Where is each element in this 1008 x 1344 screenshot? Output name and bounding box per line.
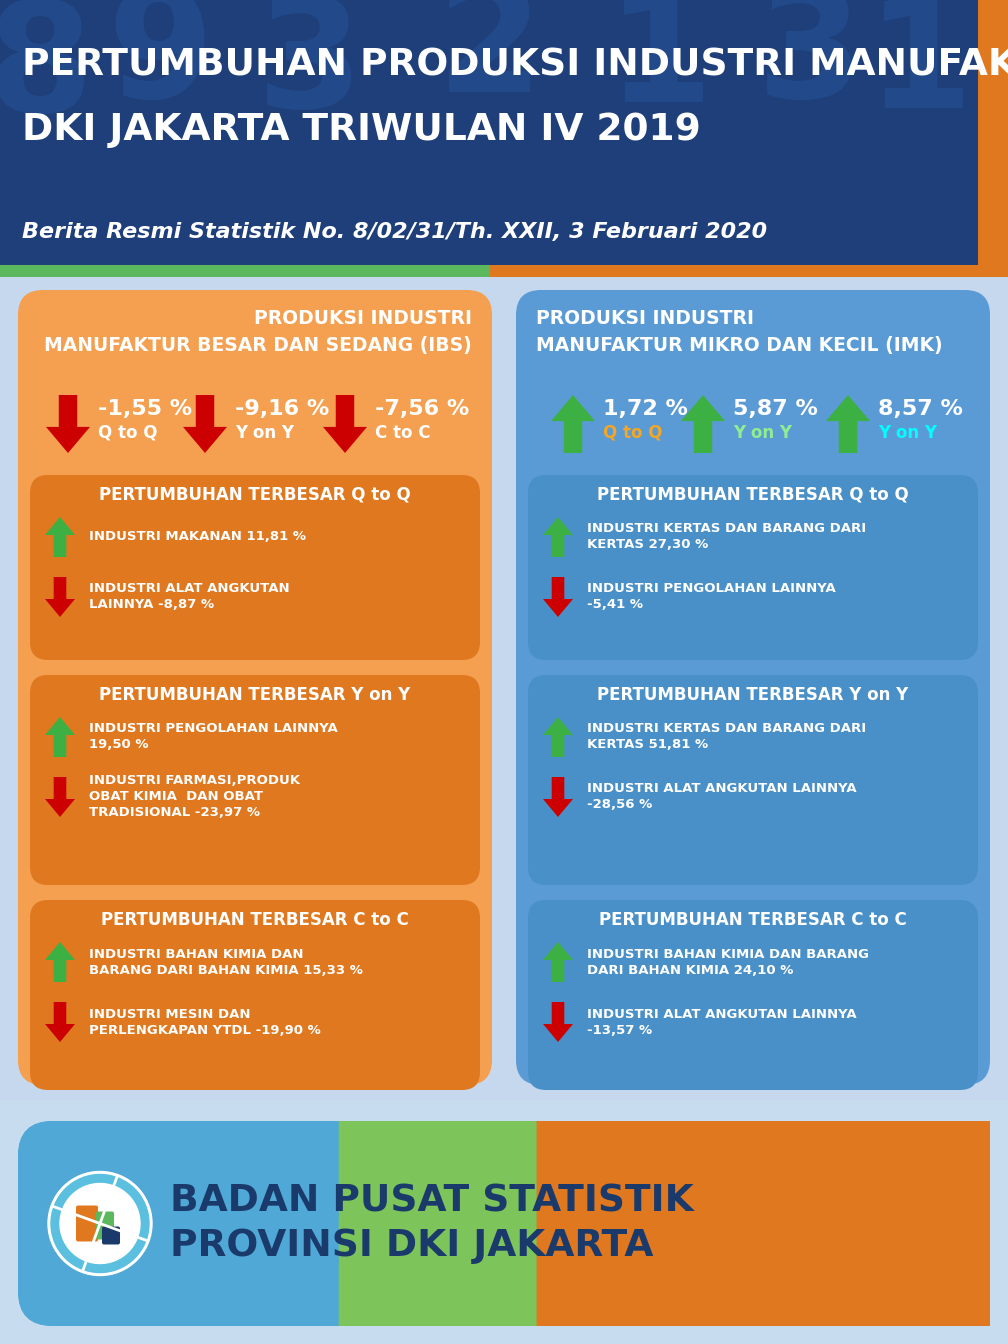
Text: INDUSTRI MESIN DAN
PERLENGKAPAN YTDL -19,90 %: INDUSTRI MESIN DAN PERLENGKAPAN YTDL -19… [89, 1008, 321, 1036]
Text: DKI JAKARTA TRIWULAN IV 2019: DKI JAKARTA TRIWULAN IV 2019 [22, 112, 701, 148]
Polygon shape [323, 395, 367, 453]
Polygon shape [681, 395, 725, 453]
FancyBboxPatch shape [516, 290, 990, 1085]
Text: -7,56 %: -7,56 % [375, 399, 470, 419]
FancyBboxPatch shape [18, 1121, 218, 1327]
Text: INDUSTRI MAKANAN 11,81 %: INDUSTRI MAKANAN 11,81 % [89, 531, 306, 543]
Text: PRODUKSI INDUSTRI
MANUFAKTUR BESAR DAN SEDANG (IBS): PRODUKSI INDUSTRI MANUFAKTUR BESAR DAN S… [44, 309, 472, 355]
Text: Q to Q: Q to Q [98, 423, 157, 442]
Text: PERTUMBUHAN TERBESAR Y on Y: PERTUMBUHAN TERBESAR Y on Y [100, 685, 410, 704]
Polygon shape [45, 716, 75, 757]
Text: PERTUMBUHAN TERBESAR C to C: PERTUMBUHAN TERBESAR C to C [599, 911, 907, 929]
Text: 8,57 %: 8,57 % [878, 399, 963, 419]
FancyBboxPatch shape [76, 1206, 98, 1242]
Polygon shape [543, 1003, 573, 1042]
Text: -1,55 %: -1,55 % [98, 399, 193, 419]
Text: INDUSTRI PENGOLAHAN LAINNYA
19,50 %: INDUSTRI PENGOLAHAN LAINNYA 19,50 % [89, 723, 338, 751]
Text: INDUSTRI ALAT ANGKUTAN
LAINNYA -8,87 %: INDUSTRI ALAT ANGKUTAN LAINNYA -8,87 % [89, 582, 289, 612]
Text: INDUSTRI KERTAS DAN BARANG DARI
KERTAS 51,81 %: INDUSTRI KERTAS DAN BARANG DARI KERTAS 5… [587, 723, 866, 751]
Text: 8: 8 [0, 0, 93, 145]
Polygon shape [826, 395, 870, 453]
Text: 2: 2 [436, 0, 543, 125]
Text: C to C: C to C [375, 423, 430, 442]
Text: INDUSTRI FARMASI,PRODUK
OBAT KIMIA  DAN OBAT
TRADISIONAL -23,97 %: INDUSTRI FARMASI,PRODUK OBAT KIMIA DAN O… [89, 774, 300, 820]
Text: PERTUMBUHAN TERBESAR Y on Y: PERTUMBUHAN TERBESAR Y on Y [598, 685, 908, 704]
FancyBboxPatch shape [0, 0, 1008, 195]
FancyBboxPatch shape [528, 675, 978, 884]
FancyBboxPatch shape [978, 195, 1008, 265]
FancyBboxPatch shape [528, 474, 978, 660]
Circle shape [48, 1172, 152, 1275]
Polygon shape [45, 777, 75, 817]
Text: PERTUMBUHAN PRODUKSI INDUSTRI MANUFAKTUR: PERTUMBUHAN PRODUKSI INDUSTRI MANUFAKTUR [22, 47, 1008, 83]
Polygon shape [543, 517, 573, 556]
Text: 1: 1 [867, 0, 973, 140]
FancyBboxPatch shape [536, 1121, 990, 1327]
Text: INDUSTRI PENGOLAHAN LAINNYA
-5,41 %: INDUSTRI PENGOLAHAN LAINNYA -5,41 % [587, 582, 836, 612]
Text: Y on Y: Y on Y [235, 423, 294, 442]
Polygon shape [183, 395, 227, 453]
Text: INDUSTRI KERTAS DAN BARANG DARI
KERTAS 27,30 %: INDUSTRI KERTAS DAN BARANG DARI KERTAS 2… [587, 523, 866, 551]
Text: Y on Y: Y on Y [733, 423, 792, 442]
FancyBboxPatch shape [30, 474, 480, 660]
FancyBboxPatch shape [0, 277, 1008, 1099]
Text: PROVINSI DKI JAKARTA: PROVINSI DKI JAKARTA [170, 1227, 653, 1263]
FancyBboxPatch shape [978, 0, 1008, 195]
Text: PERTUMBUHAN TERBESAR C to C: PERTUMBUHAN TERBESAR C to C [101, 911, 409, 929]
Polygon shape [46, 395, 90, 453]
Text: INDUSTRI ALAT ANGKUTAN LAINNYA
-13,57 %: INDUSTRI ALAT ANGKUTAN LAINNYA -13,57 % [587, 1008, 857, 1036]
FancyBboxPatch shape [339, 1121, 739, 1327]
FancyBboxPatch shape [920, 1121, 990, 1327]
Text: 9: 9 [107, 0, 213, 129]
Text: Q to Q: Q to Q [603, 423, 662, 442]
Text: INDUSTRI BAHAN KIMIA DAN BARANG
DARI BAHAN KIMIA 24,10 %: INDUSTRI BAHAN KIMIA DAN BARANG DARI BAH… [587, 948, 869, 977]
Polygon shape [543, 777, 573, 817]
Text: INDUSTRI BAHAN KIMIA DAN
BARANG DARI BAHAN KIMIA 15,33 %: INDUSTRI BAHAN KIMIA DAN BARANG DARI BAH… [89, 948, 363, 977]
Text: 5,87 %: 5,87 % [733, 399, 817, 419]
Text: PRODUKSI INDUSTRI
MANUFAKTUR MIKRO DAN KECIL (IMK): PRODUKSI INDUSTRI MANUFAKTUR MIKRO DAN K… [536, 309, 942, 355]
Text: PERTUMBUHAN TERBESAR Q to Q: PERTUMBUHAN TERBESAR Q to Q [597, 487, 909, 504]
Polygon shape [45, 1003, 75, 1042]
Text: INDUSTRI ALAT ANGKUTAN LAINNYA
-28,56 %: INDUSTRI ALAT ANGKUTAN LAINNYA -28,56 % [587, 782, 857, 812]
Text: 1: 1 [607, 0, 713, 134]
FancyBboxPatch shape [30, 675, 480, 884]
Polygon shape [543, 577, 573, 617]
Circle shape [60, 1184, 140, 1263]
Text: 3: 3 [757, 0, 863, 129]
Text: PERTUMBUHAN TERBESAR Q to Q: PERTUMBUHAN TERBESAR Q to Q [99, 487, 411, 504]
FancyBboxPatch shape [18, 1121, 990, 1327]
Polygon shape [45, 517, 75, 556]
Text: Berita Resmi Statistik No. 8/02/31/Th. XXII, 3 Februari 2020: Berita Resmi Statistik No. 8/02/31/Th. X… [22, 222, 767, 242]
Polygon shape [45, 577, 75, 617]
Text: -9,16 %: -9,16 % [235, 399, 330, 419]
FancyBboxPatch shape [490, 265, 1008, 277]
FancyBboxPatch shape [528, 900, 978, 1090]
FancyBboxPatch shape [102, 1227, 120, 1245]
FancyBboxPatch shape [0, 195, 978, 265]
Text: Y on Y: Y on Y [878, 423, 937, 442]
Polygon shape [543, 942, 573, 982]
Polygon shape [543, 716, 573, 757]
Text: 1,72 %: 1,72 % [603, 399, 687, 419]
Circle shape [51, 1175, 149, 1273]
FancyBboxPatch shape [0, 265, 490, 277]
Polygon shape [45, 942, 75, 982]
Text: BADAN PUSAT STATISTIK: BADAN PUSAT STATISTIK [170, 1184, 694, 1219]
Polygon shape [551, 395, 595, 453]
FancyBboxPatch shape [96, 1211, 114, 1239]
Text: 3: 3 [257, 0, 363, 140]
FancyBboxPatch shape [18, 290, 492, 1085]
FancyBboxPatch shape [30, 900, 480, 1090]
